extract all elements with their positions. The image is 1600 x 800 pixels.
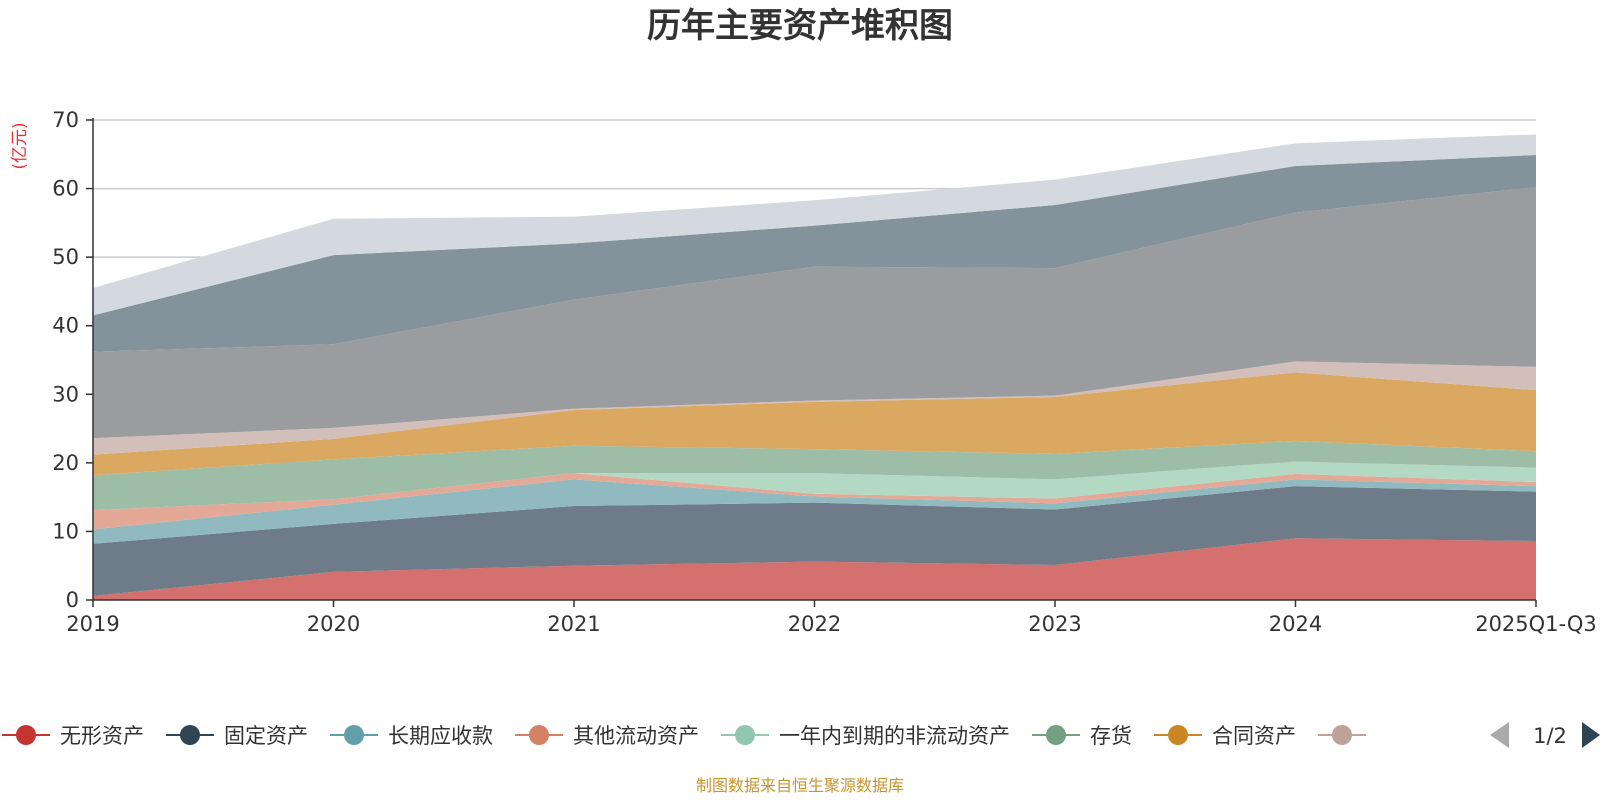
legend[interactable]: 无形资产 固定资产 长期应收款 其他流动资产 一年内到期的非流动资产 存货 合同资产 [2, 724, 1366, 748]
legend-label: 合同资产 [1212, 724, 1296, 748]
area-series-group [93, 134, 1536, 600]
legend-marker-icon [344, 725, 364, 745]
legend-item-3[interactable]: 长期应收款 [330, 724, 493, 748]
area-series-10[interactable] [93, 154, 1536, 352]
y-tick-label: 40 [52, 314, 79, 338]
legend-prev-icon[interactable] [1490, 722, 1509, 748]
y-tick-label: 30 [52, 382, 79, 406]
area-series-4[interactable] [93, 473, 1536, 530]
legend-marker-icon [16, 725, 36, 745]
y-tick-label: 50 [52, 245, 79, 269]
legend-item-4[interactable]: 其他流动资产 [515, 724, 699, 748]
y-axis-unit: (亿元) [10, 122, 30, 169]
legend-marker-icon [180, 725, 200, 745]
chart-title: 历年主要资产堆积图 [647, 6, 953, 46]
x-tick-label: 2023 [1028, 612, 1081, 636]
y-tick-label: 20 [52, 451, 79, 475]
legend-marker-icon [735, 725, 755, 745]
area-series-6[interactable] [93, 440, 1536, 511]
legend-item-2[interactable]: 固定资产 [166, 724, 308, 748]
y-axis-ticks: 0 10 20 30 40 50 60 70 [52, 108, 93, 612]
legend-page-indicator: 1/2 [1533, 724, 1567, 748]
area-series-7[interactable] [93, 372, 1536, 476]
x-tick-label: 2020 [307, 612, 360, 636]
footer-source: 制图数据来自恒生聚源数据库 [696, 776, 904, 795]
legend-pager: 1/2 [1490, 722, 1600, 748]
area-series-1[interactable] [93, 538, 1536, 600]
legend-label: 其他流动资产 [573, 724, 699, 748]
x-tick-label: 2024 [1269, 612, 1322, 636]
legend-item-6[interactable]: 存货 [1032, 724, 1132, 748]
legend-marker-icon [1332, 725, 1352, 745]
area-series-8[interactable] [93, 361, 1536, 455]
area-series-3[interactable] [93, 479, 1536, 544]
legend-label: 长期应收款 [388, 724, 493, 748]
y-tick-label: 70 [52, 108, 79, 132]
legend-next-icon[interactable] [1582, 722, 1600, 748]
legend-label: 无形资产 [60, 724, 144, 748]
legend-item-1[interactable]: 无形资产 [2, 724, 144, 748]
y-tick-label: 60 [52, 177, 79, 201]
y-tick-label: 10 [52, 519, 79, 543]
x-tick-label: 2021 [547, 612, 600, 636]
x-tick-label: 2019 [66, 612, 119, 636]
legend-marker-icon [1046, 725, 1066, 745]
legend-label: 一年内到期的非流动资产 [779, 724, 1010, 748]
area-series-5[interactable] [93, 461, 1536, 511]
x-tick-label: 2022 [788, 612, 841, 636]
y-tick-label: 0 [66, 588, 79, 612]
legend-item-8[interactable] [1318, 725, 1366, 745]
legend-item-7[interactable]: 合同资产 [1154, 724, 1296, 748]
area-series-11[interactable] [93, 134, 1536, 316]
legend-marker-icon [1168, 725, 1188, 745]
x-tick-label: 2025Q1-Q3 [1475, 612, 1597, 636]
legend-label: 存货 [1090, 724, 1132, 748]
legend-item-5[interactable]: 一年内到期的非流动资产 [721, 724, 1010, 748]
area-series-2[interactable] [93, 486, 1536, 596]
legend-label: 固定资产 [224, 724, 308, 748]
area-series-9[interactable] [93, 187, 1536, 439]
legend-marker-icon [529, 725, 549, 745]
x-axis-ticks: 2019 2020 2021 2022 2023 2024 2025Q1-Q3 [66, 600, 1597, 636]
